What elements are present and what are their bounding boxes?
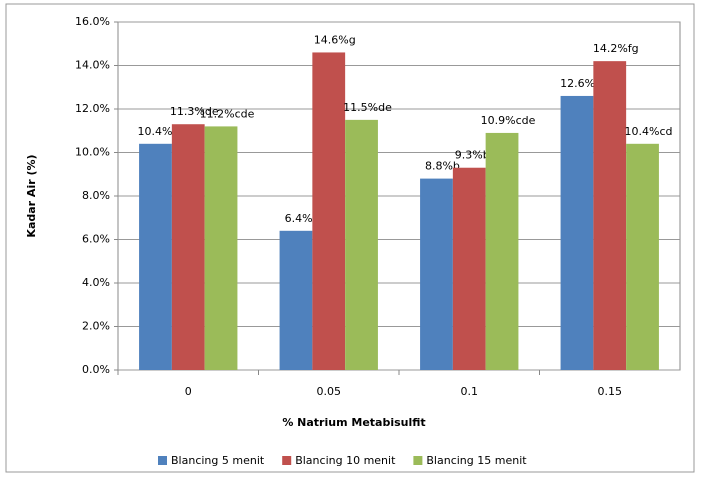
bar <box>171 124 205 370</box>
value-label: 14.2%fg <box>593 42 639 55</box>
x-axis-title: % Natrium Metabisulfit <box>282 416 425 429</box>
value-label: 6.4%a <box>285 212 320 225</box>
y-tick-label: 8.0% <box>82 189 110 202</box>
y-tick-label: 14.0% <box>75 59 110 72</box>
y-tick-label: 16.0% <box>75 15 110 28</box>
x-tick-label: 0.1 <box>461 385 479 398</box>
value-label: 8.8%b <box>425 160 460 173</box>
legend-swatch <box>282 456 292 465</box>
value-label: 11.5%de <box>343 101 392 114</box>
bar <box>593 61 627 371</box>
y-tick-label: 0.0% <box>82 363 110 376</box>
legend-swatch <box>413 456 423 465</box>
value-label: 11.2%cde <box>200 107 255 120</box>
value-label: 10.4%cd <box>625 125 673 138</box>
bar <box>204 126 238 371</box>
bar <box>560 95 594 370</box>
x-tick-label: 0.05 <box>317 385 342 398</box>
value-label: 9.3%bc <box>455 149 496 162</box>
bar <box>420 178 453 370</box>
y-tick-label: 4.0% <box>82 276 110 289</box>
x-tick-label: 0.15 <box>598 385 623 398</box>
legend-swatch <box>158 456 167 465</box>
value-label: 10.9%cde <box>481 114 536 127</box>
bar <box>626 143 659 370</box>
bar <box>139 143 172 370</box>
legend-label: Blancing 5 menit <box>171 454 265 467</box>
legend-label: Blancing 10 menit <box>295 454 396 467</box>
value-label: 14.6%g <box>314 33 356 46</box>
y-tick-label: 12.0% <box>75 102 110 115</box>
y-tick-label: 10.0% <box>75 146 110 159</box>
bar <box>345 119 378 370</box>
bar <box>279 230 313 370</box>
bar <box>312 52 346 370</box>
bar <box>485 132 519 370</box>
value-label: 11.3%de <box>170 105 219 118</box>
y-tick-label: 6.0% <box>82 233 110 246</box>
x-tick-label: 0 <box>185 385 192 398</box>
legend-label: Blancing 15 menit <box>426 454 527 467</box>
y-axis-title: Kadar Air (%) <box>25 154 38 237</box>
bar <box>452 167 486 370</box>
y-tick-label: 2.0% <box>82 320 110 333</box>
